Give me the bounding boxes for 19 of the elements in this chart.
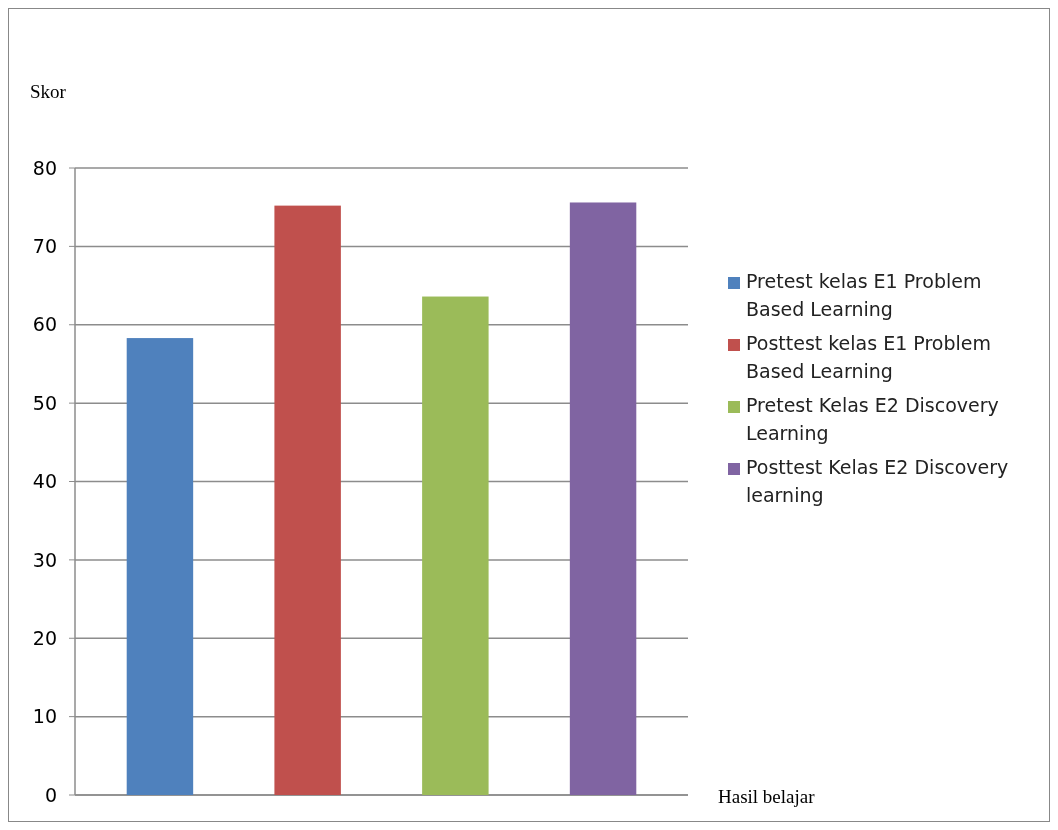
y-tick-label: 10 bbox=[32, 705, 57, 728]
y-tick-label: 20 bbox=[32, 626, 57, 649]
y-tick-label: 70 bbox=[32, 235, 57, 258]
y-tick-label: 30 bbox=[32, 548, 57, 571]
legend-label: Posttest Kelas E2 Discovery learning bbox=[746, 456, 1009, 506]
x-axis-title: Hasil belajar bbox=[718, 786, 816, 807]
y-tick-label: 0 bbox=[44, 783, 57, 806]
y-tick-label: 40 bbox=[32, 470, 57, 493]
legend-label: Pretest Kelas E2 Discovery Learning bbox=[746, 394, 999, 444]
y-axis-title: Skor bbox=[30, 81, 67, 102]
bar bbox=[422, 296, 489, 795]
y-tick-label: 60 bbox=[32, 313, 57, 336]
bar bbox=[274, 205, 341, 795]
legend-label: Posttest kelas E1 Problem Based Learning bbox=[746, 332, 991, 382]
bar bbox=[126, 338, 194, 795]
legend-label: Pretest kelas E1 Problem Based Learning bbox=[746, 270, 982, 320]
y-tick-label: 50 bbox=[32, 391, 57, 414]
y-tick-label: 80 bbox=[32, 156, 57, 179]
bar bbox=[569, 202, 637, 795]
